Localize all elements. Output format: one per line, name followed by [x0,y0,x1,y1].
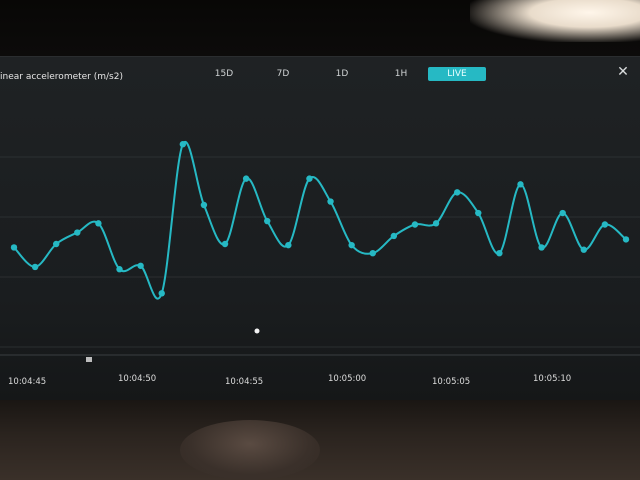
data-point [242,175,250,182]
phone-screen: inear accelerometer (m/s2) 15D 7D 1D 1H … [0,56,640,401]
data-point [327,198,334,205]
chart-series [10,140,630,300]
x-tick-label: 10:05:10 [533,374,571,384]
tab-7d[interactable]: 7D [276,69,290,79]
data-point [475,209,482,217]
background-desk [0,400,640,480]
data-point [221,240,229,248]
data-point [580,246,587,253]
tab-1d[interactable]: 1D [335,69,349,79]
x-tick-label: 10:05:00 [328,374,366,384]
x-tick-label: 10:04:45 [8,377,46,387]
cursor-dot [254,328,260,334]
accelerometer-chart: 10:04:45 10:04:50 10:04:55 10:05:00 10:05:05… [0,140,640,387]
x-tick-label: 10:05:05 [432,377,470,387]
x-axis-ticks: 10:04:45 10:04:50 10:04:55 10:05:00 10:05:05… [8,357,571,387]
x-tick-label: 10:04:50 [118,374,156,384]
series-line [13,140,627,300]
scrubber-marker [86,357,92,362]
data-point [517,181,524,188]
chart-title: inear accelerometer (m/s2) [0,72,123,82]
close-icon[interactable]: ✕ [617,64,629,80]
data-point [601,221,609,228]
data-point [74,229,81,236]
data-point [116,266,123,273]
chart-grid [0,156,640,356]
data-point [95,220,102,227]
background-hand [180,420,320,480]
chart-header: inear accelerometer (m/s2) 15D 7D 1D 1H … [0,57,640,93]
data-point [53,240,60,248]
data-point [559,209,566,217]
data-point [137,262,144,269]
tab-15d[interactable]: 15D [214,69,234,79]
data-point [306,175,313,182]
data-point [200,201,208,209]
x-tick-label: 10:04:55 [225,377,263,387]
tab-live[interactable]: LIVE [428,67,486,81]
time-range-tabs: 15D 7D 1D 1H LIVE [196,67,496,83]
data-point [179,141,187,148]
data-point [158,290,165,297]
data-point [496,249,503,257]
data-point [10,244,18,251]
data-point [411,221,419,228]
data-point [432,220,440,227]
data-point [285,241,292,249]
data-point [264,217,271,225]
data-point [369,249,376,257]
data-point [390,232,398,240]
data-point [622,236,630,243]
data-point [453,189,461,196]
data-point [538,244,545,251]
light-glare [470,0,640,42]
data-point [31,263,39,271]
data-point [348,241,355,249]
tab-1h[interactable]: 1H [394,69,408,79]
